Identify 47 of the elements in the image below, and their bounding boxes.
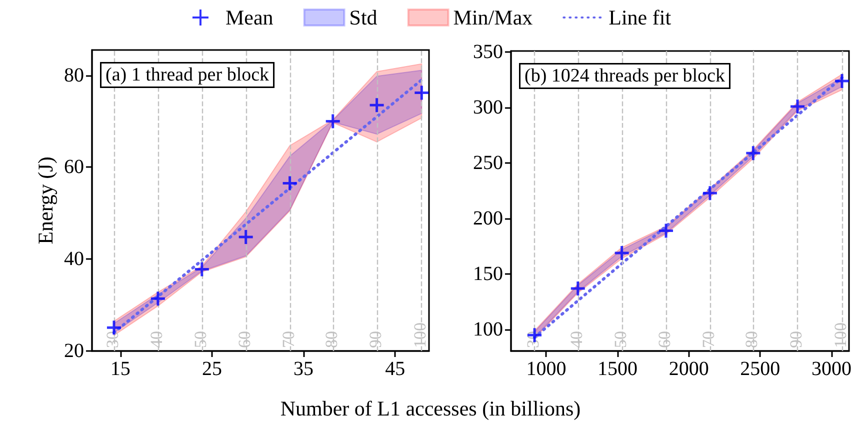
point — [702, 184, 718, 202]
y-tick-label: 350 — [473, 41, 503, 64]
annotation: 90 — [786, 331, 806, 348]
point — [150, 290, 166, 307]
x-tick-label: 1000 — [526, 358, 566, 380]
annotation: 100 — [831, 322, 850, 348]
point — [744, 144, 762, 162]
point — [324, 112, 342, 130]
annotation: (b) 1024 threads per block — [524, 66, 726, 86]
y-tick-label: 20 — [64, 340, 84, 362]
point — [413, 84, 430, 101]
annotation: 70 — [278, 331, 298, 348]
point — [282, 175, 298, 192]
y-tick-label: 250 — [473, 152, 503, 174]
y-tick-label: 200 — [473, 208, 503, 230]
point — [789, 98, 806, 115]
annotation: 90 — [366, 331, 385, 348]
point — [614, 244, 630, 262]
y-tick-label: 300 — [473, 96, 503, 119]
legend-label: Mean — [225, 6, 274, 30]
x-tick-label: 2500 — [740, 358, 780, 380]
y-tick-label: 100 — [473, 318, 503, 341]
point — [238, 228, 254, 246]
x-tick-label: 45 — [385, 358, 406, 380]
y-tick-label: 80 — [64, 64, 84, 86]
x-axis-title: Number of L1 accesses (in billions) — [280, 396, 581, 420]
x-tick-label: 35 — [294, 358, 314, 380]
point — [834, 72, 850, 90]
point — [570, 280, 586, 297]
annotation: 70 — [698, 331, 718, 348]
point — [368, 96, 386, 114]
y-axis-title: Energy (J) — [34, 156, 58, 244]
y-tick-label: 60 — [64, 156, 84, 178]
point — [194, 260, 210, 278]
y-tick-label: 150 — [473, 263, 503, 286]
legend-label: Std — [349, 6, 378, 30]
y-tick-label: 40 — [64, 248, 84, 270]
x-tick-label: 25 — [202, 358, 222, 380]
legend-label: Line fit — [608, 6, 672, 30]
x-tick-label: 3000 — [811, 358, 852, 380]
legend-label: Min/Max — [453, 6, 534, 30]
annotation: (a) 1 thread per block — [106, 64, 270, 86]
x-tick-label: 1500 — [598, 358, 638, 380]
x-tick-label: 2000 — [668, 358, 709, 380]
x-tick-label: 15 — [110, 358, 130, 380]
point — [658, 222, 674, 240]
annotation: 100 — [410, 322, 430, 348]
